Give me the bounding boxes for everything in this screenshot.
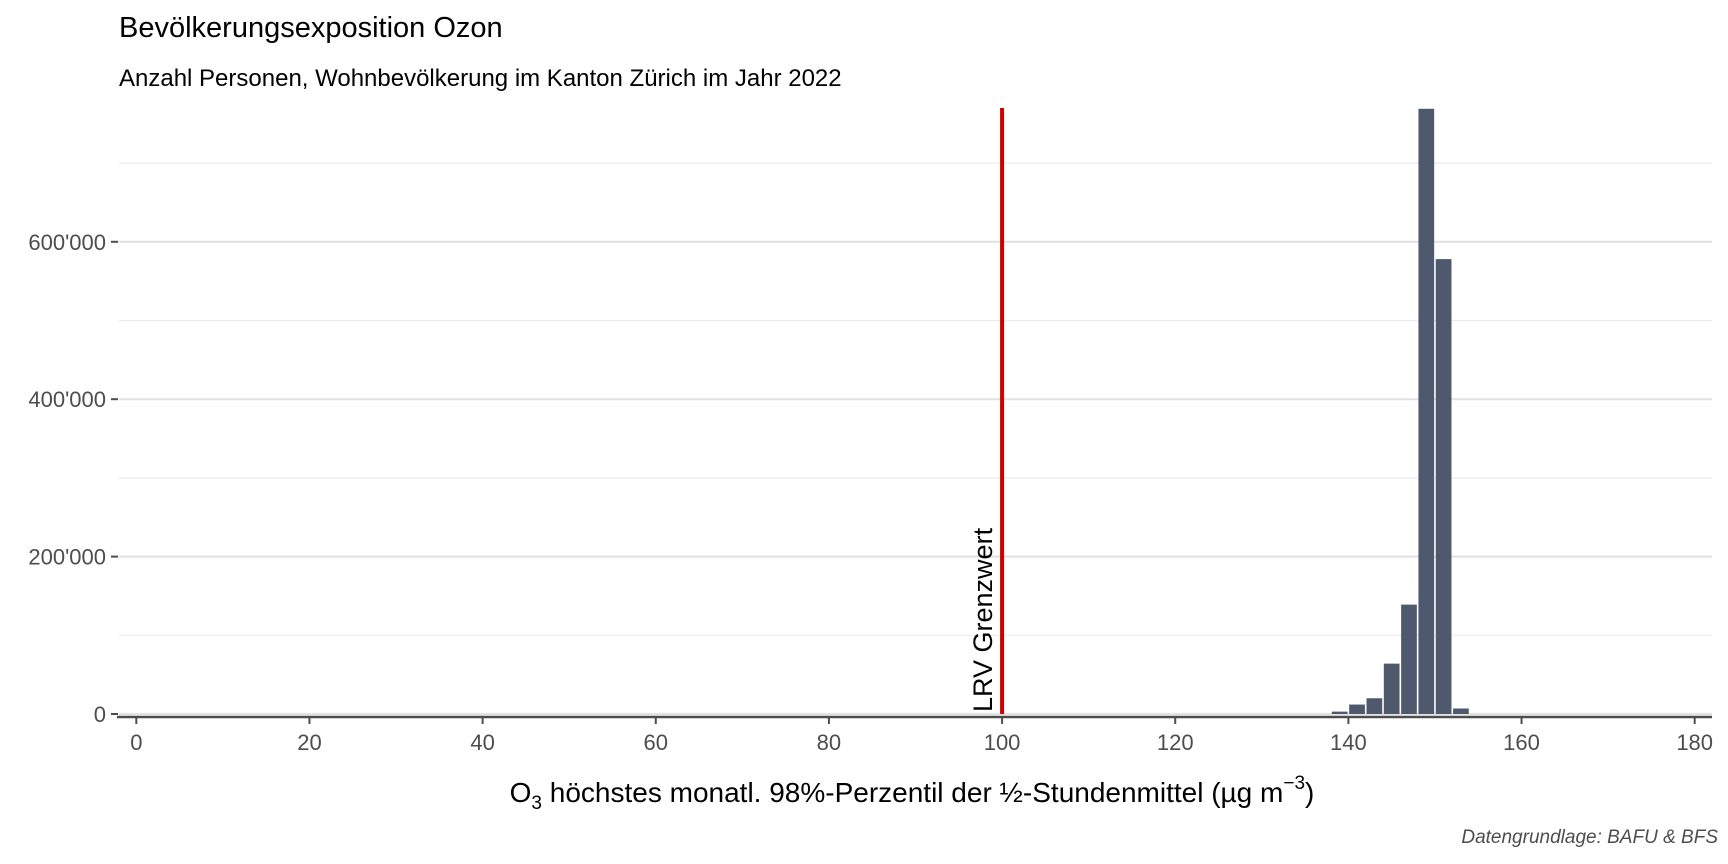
histogram-bar [1331, 711, 1348, 714]
x-tick-label: 80 [817, 730, 841, 755]
x-tick-label: 60 [644, 730, 668, 755]
x-axis-title-subscript: 3 [531, 793, 542, 814]
x-axis-title-main: höchstes monatl. 98%-Perzentil der ½-Stu… [542, 777, 1283, 808]
x-axis-title-prefix: O [510, 777, 532, 808]
x-tick-label: 180 [1676, 730, 1713, 755]
x-axis-title: O3 höchstes monatl. 98%-Perzentil der ½-… [510, 773, 1315, 814]
x-tick-label: 160 [1503, 730, 1540, 755]
grid-lines [119, 162, 1712, 716]
reference-line-label: LRV Grenzwert [968, 527, 998, 712]
y-tick-label: 0 [94, 702, 106, 727]
reference-line-group: LRV Grenzwert [968, 108, 1005, 714]
x-tick-label: 100 [984, 730, 1021, 755]
histogram-bar [1453, 708, 1469, 714]
x-axis-title-superscript: −3 [1283, 773, 1305, 794]
histogram-bar [1366, 698, 1383, 714]
y-tick-label: 600'000 [28, 230, 106, 255]
x-tick-label: 0 [130, 730, 142, 755]
histogram-bar [1349, 704, 1365, 714]
x-axis-title-suffix: ) [1305, 777, 1314, 808]
y-tick-label: 200'000 [28, 545, 106, 570]
x-tick-label: 140 [1330, 730, 1367, 755]
x-tick-label: 120 [1157, 730, 1194, 755]
histogram-bar [1418, 108, 1435, 715]
chart-title: Bevölkerungsexposition Ozon [119, 12, 503, 44]
y-tick-label: 400'000 [28, 387, 106, 412]
x-tick-label: 40 [470, 730, 494, 755]
source-caption: Datengrundlage: BAFU & BFS [1461, 827, 1718, 848]
chart-subtitle: Anzahl Personen, Wohnbevölkerung im Kant… [119, 65, 842, 92]
histogram-bar [1401, 604, 1417, 714]
bars [1331, 108, 1469, 715]
axes: 0 20 40 60 80 100 120 140 160 180 0 200'000 400'000 6… [28, 230, 1713, 755]
histogram-bar [1435, 259, 1452, 714]
histogram-bar [1383, 663, 1400, 714]
x-tick-label: 20 [297, 730, 321, 755]
